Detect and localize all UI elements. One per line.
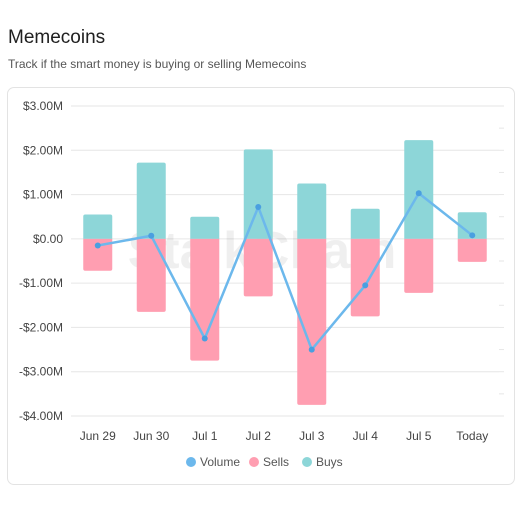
sells-legend-label[interactable]: Sells bbox=[263, 455, 289, 469]
sells-bar[interactable] bbox=[457, 238, 487, 262]
sells-bar[interactable] bbox=[190, 238, 220, 361]
buys-bar[interactable] bbox=[136, 162, 166, 239]
y-tick-label: -$4.00M bbox=[19, 409, 63, 423]
y-tick-label: -$1.00M bbox=[19, 276, 63, 290]
buys-bar[interactable] bbox=[350, 208, 380, 239]
sells-bar[interactable] bbox=[404, 238, 434, 293]
volume-point[interactable] bbox=[201, 335, 208, 342]
sells-bar[interactable] bbox=[243, 238, 273, 297]
sells-bar[interactable] bbox=[83, 238, 113, 271]
legend: Volume Sells Buys bbox=[186, 455, 343, 469]
sells-bar[interactable] bbox=[350, 238, 380, 317]
bars bbox=[83, 140, 487, 405]
x-tick-label: Jul 2 bbox=[246, 429, 272, 443]
chart-card: StalkChain $3.00M$2.00M$1.00M$0.00-$1.00… bbox=[7, 87, 515, 485]
x-tick-label: Jul 5 bbox=[406, 429, 432, 443]
memecoins-chart: StalkChain $3.00M$2.00M$1.00M$0.00-$1.00… bbox=[19, 99, 504, 469]
volume-point[interactable] bbox=[362, 282, 369, 289]
buys-bar[interactable] bbox=[297, 183, 327, 239]
buys-legend-label[interactable]: Buys bbox=[316, 455, 343, 469]
volume-point[interactable] bbox=[148, 232, 155, 239]
volume-legend-marker bbox=[186, 457, 196, 467]
buys-legend-marker bbox=[302, 457, 312, 467]
volume-line bbox=[94, 190, 476, 353]
y-tick-label: $2.00M bbox=[23, 143, 63, 157]
y-tick-label: -$2.00M bbox=[19, 320, 63, 334]
buys-bar[interactable] bbox=[83, 214, 113, 239]
page-title: Memecoins bbox=[8, 27, 106, 48]
volume-legend-label[interactable]: Volume bbox=[200, 455, 240, 469]
x-tick-label: Jul 1 bbox=[192, 429, 218, 443]
volume-point[interactable] bbox=[415, 190, 422, 197]
axes: $3.00M $2.00M $1.00M $0.00 -$1.00M -$2.00M -$3… bbox=[19, 99, 488, 443]
volume-point[interactable] bbox=[255, 203, 262, 210]
y-tick-label: $0.00 bbox=[33, 232, 63, 246]
x-tick-label: Jun 30 bbox=[133, 429, 169, 443]
buys-bar[interactable] bbox=[404, 140, 434, 239]
x-tick-label: Jun 29 bbox=[80, 429, 116, 443]
page-subtitle: Track if the smart money is buying or se… bbox=[8, 57, 307, 71]
sells-bar[interactable] bbox=[136, 238, 166, 312]
x-tick-label: Jul 3 bbox=[299, 429, 325, 443]
buys-bar[interactable] bbox=[243, 149, 273, 239]
sells-legend-marker bbox=[249, 457, 259, 467]
x-tick-label: Today bbox=[456, 429, 488, 443]
volume-series-line bbox=[97, 191, 474, 351]
buys-bar[interactable] bbox=[190, 216, 220, 239]
sells-bar[interactable] bbox=[297, 238, 327, 405]
x-tick-label: Jul 4 bbox=[353, 429, 379, 443]
volume-point[interactable] bbox=[469, 232, 476, 239]
volume-point[interactable] bbox=[308, 346, 315, 353]
y-tick-label: -$3.00M bbox=[19, 365, 63, 379]
y-tick-label: $3.00M bbox=[23, 99, 63, 113]
buys-bar[interactable] bbox=[457, 212, 487, 239]
y-tick-label: $1.00M bbox=[23, 188, 63, 202]
volume-point[interactable] bbox=[94, 242, 101, 249]
